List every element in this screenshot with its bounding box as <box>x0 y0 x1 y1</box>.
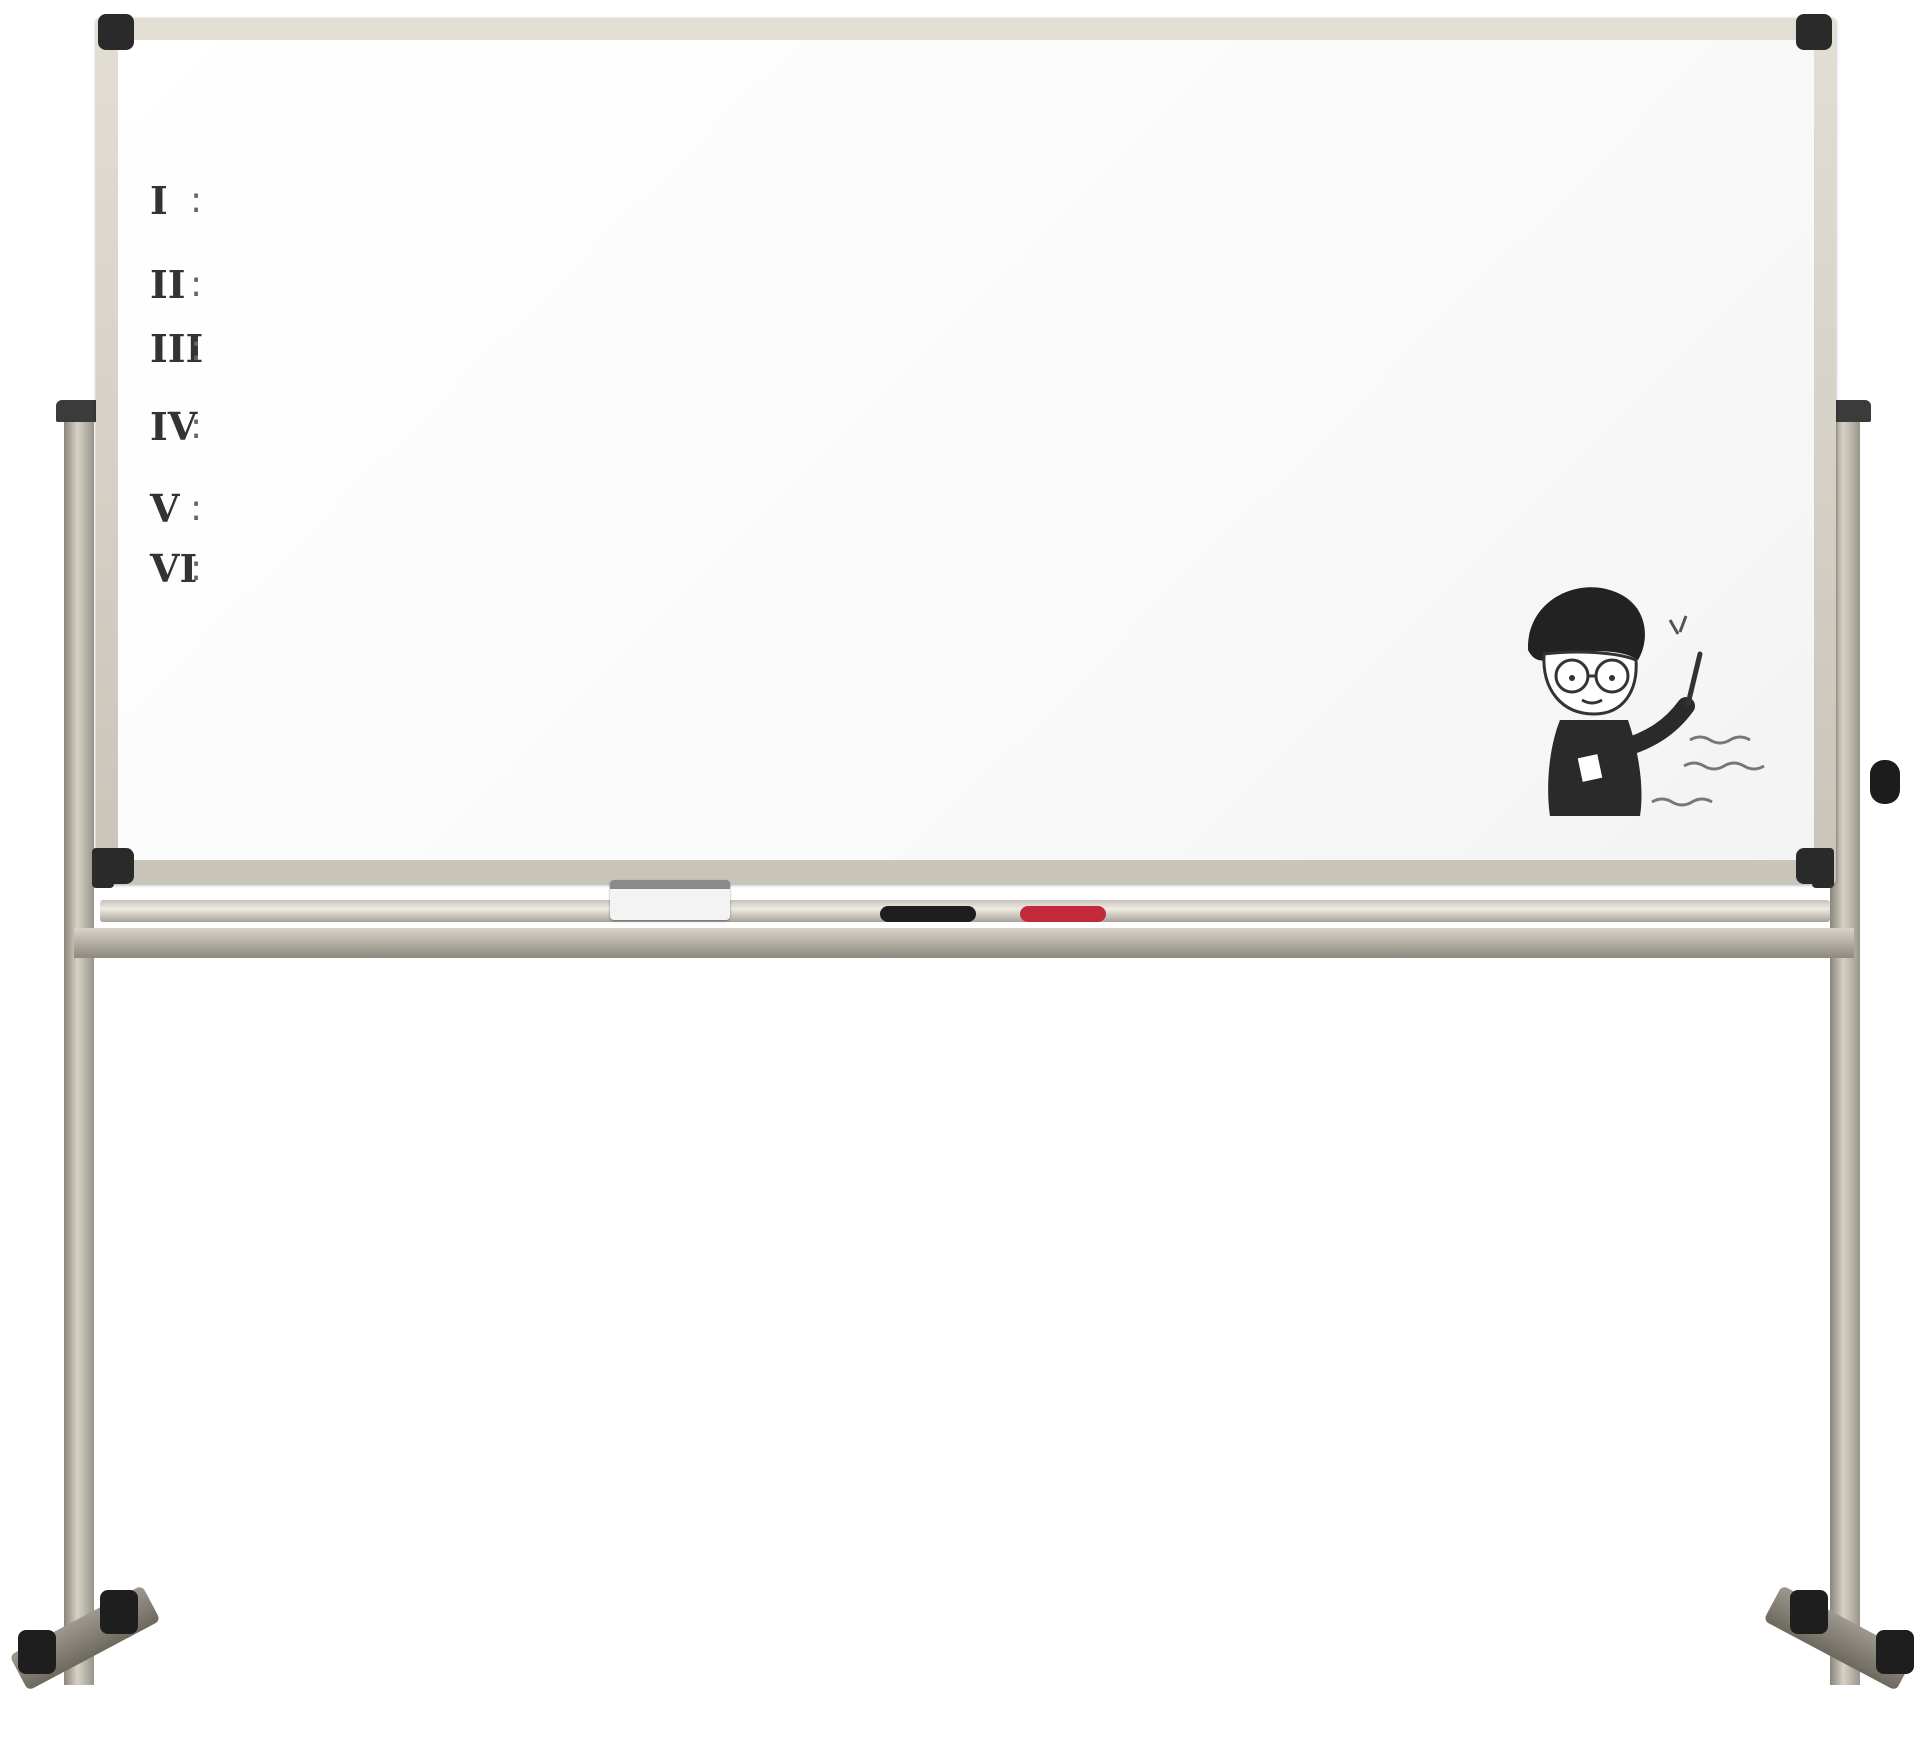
row-number: III <box>150 326 204 371</box>
teacher-doodle-illustration <box>1527 587 1765 816</box>
row-number: V <box>150 486 180 531</box>
row-colon: : <box>190 180 203 221</box>
caster-wheel <box>1790 1590 1828 1634</box>
caster-wheel <box>1876 1630 1914 1674</box>
black-marker[interactable] <box>880 906 976 922</box>
row-colon: : <box>190 548 203 589</box>
eraser[interactable] <box>610 880 730 920</box>
mount-bracket <box>92 848 114 888</box>
row-colon: : <box>190 406 203 447</box>
doodle-face <box>1542 650 1638 716</box>
row-colon: : <box>190 488 203 529</box>
board-row: I : <box>150 178 232 223</box>
row-number: II <box>150 262 186 307</box>
stand-crossbar <box>74 928 1854 958</box>
board-row: V : <box>150 486 232 531</box>
mount-bracket <box>1812 848 1834 888</box>
frame-corner <box>98 14 134 50</box>
stand-leg-left <box>64 405 94 1685</box>
board-surface <box>118 40 1814 860</box>
row-number: VI <box>150 546 198 591</box>
leg-cap-left <box>56 400 104 422</box>
row-number: IV <box>150 404 198 449</box>
row-number: I <box>150 178 168 223</box>
frame-corner <box>1796 14 1832 50</box>
doodle-hair <box>1527 587 1645 661</box>
board-row: VI : <box>150 546 232 591</box>
board-row: III : <box>150 326 232 371</box>
board-row: IV : <box>150 404 232 449</box>
row-colon: : <box>190 264 203 305</box>
row-colon: : <box>190 328 203 369</box>
caster-wheel <box>100 1590 138 1634</box>
tilt-knob[interactable] <box>1870 760 1900 804</box>
caster-wheel <box>18 1630 56 1674</box>
doodle-pointer <box>1685 651 1703 707</box>
red-marker[interactable] <box>1020 906 1106 922</box>
board-row: II : <box>150 262 232 307</box>
